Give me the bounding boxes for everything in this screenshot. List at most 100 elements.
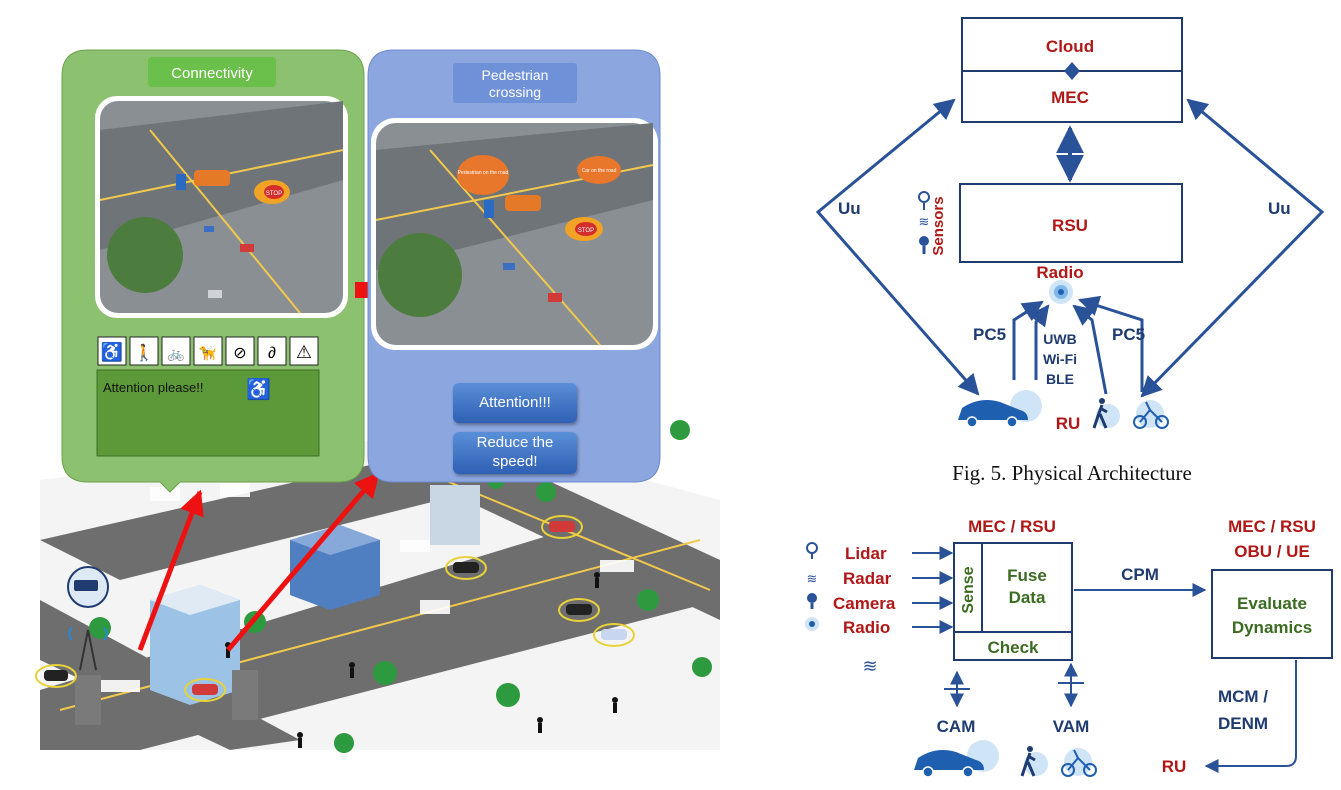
connected-car <box>35 664 77 688</box>
rsu-label: RSU <box>1052 216 1088 235</box>
svg-text:Car on the road: Car on the road <box>582 168 617 174</box>
cam-label: CAM <box>937 717 976 736</box>
pc5-left-label: PC5 <box>973 325 1006 344</box>
ru-bottom-label: RU <box>1162 757 1187 776</box>
cctv-camera-icon <box>67 566 109 608</box>
wheelchair-icon: ♿ <box>246 377 271 401</box>
warning-icon: ⚠ <box>296 342 312 362</box>
elderly-icon: 🚶 <box>134 343 154 362</box>
input-list: ≋ Lidar Radar Camera Radio ≋ <box>805 542 954 676</box>
message-box <box>96 369 320 457</box>
evaluate-label: Evaluate <box>1237 594 1307 613</box>
attention-button: Attention!!! <box>453 383 577 423</box>
link-arrow <box>226 472 380 652</box>
crossing-title-line2: crossing <box>489 84 541 100</box>
uwb-label: UWB <box>1043 331 1076 347</box>
camera-pin-icon <box>807 593 817 609</box>
mcm-label: MCM / <box>1218 687 1268 706</box>
wifi-label: Wi-Fi <box>1043 351 1077 367</box>
location-pin-icon <box>806 542 818 559</box>
building <box>430 485 480 545</box>
car-bubble: Car on the road <box>577 156 621 184</box>
radio-icon <box>1049 280 1073 304</box>
svg-text:STOP: STOP <box>578 228 594 234</box>
wheelchair-icon: ♿ <box>101 341 123 362</box>
dynamics-label: Dynamics <box>1232 618 1312 637</box>
crossing-title-box <box>453 63 577 103</box>
uu-left-label: Uu <box>838 199 861 218</box>
car-icon <box>958 390 1042 428</box>
uu-right-link <box>1140 98 1325 398</box>
pc5-car-link <box>1012 300 1044 380</box>
right-mec-rsu-label: MEC / RSU <box>1228 517 1316 536</box>
pedestrian-bubble: Pedestrian on the road <box>457 155 509 195</box>
mec-label: MEC <box>1051 88 1089 107</box>
pedestrian-link <box>1072 304 1108 395</box>
mec-rsu-label: MEC / RSU <box>968 517 1056 536</box>
pc5-bike-link <box>1078 295 1144 392</box>
radio-icon <box>805 617 819 631</box>
sensors-label: Sensors <box>930 196 947 255</box>
mcm-denm-arrow <box>1204 660 1297 773</box>
building <box>290 525 380 610</box>
pedestrian-icon <box>1020 746 1048 777</box>
camera-pin-icon <box>919 236 929 254</box>
link-arrow <box>137 489 204 651</box>
obu-ue-label: OBU / UE <box>1234 542 1310 561</box>
sense-label: Sense <box>960 566 977 613</box>
location-pin-icon <box>918 191 930 210</box>
input-lidar: Lidar <box>845 544 887 563</box>
wifi-icon: ≋ <box>919 214 930 229</box>
input-radar: Radar <box>843 569 892 588</box>
figure-caption: Fig. 5. Physical Architecture <box>952 461 1192 485</box>
bicycle-icon: 🚲 <box>167 345 184 362</box>
signal-waves-icon: ≋ <box>862 656 877 676</box>
data-label: Data <box>1009 588 1046 607</box>
hearing-impaired-icon: ∂ <box>268 345 276 362</box>
accessibility-icon-row: ♿ 🚶 🚲 🦮 ⊘ ∂ ⚠ <box>97 336 319 366</box>
svg-text:STOP: STOP <box>266 191 282 197</box>
cpm-label: CPM <box>1121 565 1159 584</box>
uu-left-link <box>815 98 980 396</box>
stop-sign: STOP <box>254 180 290 204</box>
low-vision-icon: ⊘ <box>233 345 246 362</box>
connectivity-panel: Connectivity STOP ♿ 🚶 🚲 � <box>61 49 365 493</box>
car-icon <box>914 740 999 778</box>
uu-right-label: Uu <box>1268 199 1291 218</box>
antenna-tower-icon <box>68 627 108 671</box>
reduce-speed-button: Reduce the speed! <box>453 432 577 474</box>
wifi-icon: ≋ <box>807 571 818 586</box>
crossing-panel: Pedestrian crossing Pedestrian on the ro… <box>367 49 661 483</box>
connected-car <box>445 556 487 580</box>
vam-label: VAM <box>1053 717 1090 736</box>
connected-car <box>558 598 600 622</box>
reduce-speed-line1: Reduce the <box>476 434 554 452</box>
input-radio: Radio <box>843 618 890 637</box>
connectivity-title-box <box>148 57 276 87</box>
evaluate-box <box>1211 569 1333 659</box>
bicycle-icon <box>1061 748 1097 777</box>
guide-dog-icon: 🦮 <box>199 345 217 361</box>
ble-label: BLE <box>1046 371 1074 387</box>
fusion-box <box>953 542 1073 661</box>
cloud-label: Cloud <box>1046 37 1094 56</box>
uwb-link <box>1028 304 1050 380</box>
crossing-title-line1: Pedestrian <box>482 67 549 83</box>
connected-car <box>593 623 635 647</box>
fuse-label: Fuse <box>1007 566 1047 585</box>
radio-label: Radio <box>1036 263 1083 282</box>
stop-sign: STOP <box>565 217 603 241</box>
connected-car <box>541 515 583 539</box>
building <box>150 585 240 705</box>
bicycle-icon <box>1133 400 1169 429</box>
pedestrian-icon <box>1092 398 1120 429</box>
reduce-speed-line2: speed! <box>492 453 538 470</box>
ru-label: RU <box>1056 414 1081 433</box>
input-camera: Camera <box>833 594 896 613</box>
connected-car <box>184 678 226 702</box>
connectivity-title: Connectivity <box>171 65 253 82</box>
svg-text:Pedestrian on the road: Pedestrian on the road <box>458 170 509 176</box>
denm-label: DENM <box>1218 714 1268 733</box>
physical-architecture: Cloud MEC RSU ≋ Sensors Radio Uu Uu PC5 … <box>815 17 1325 433</box>
data-flow-diagram: MEC / RSU Sense Fuse Data Check ≋ Lidar … <box>805 517 1333 778</box>
